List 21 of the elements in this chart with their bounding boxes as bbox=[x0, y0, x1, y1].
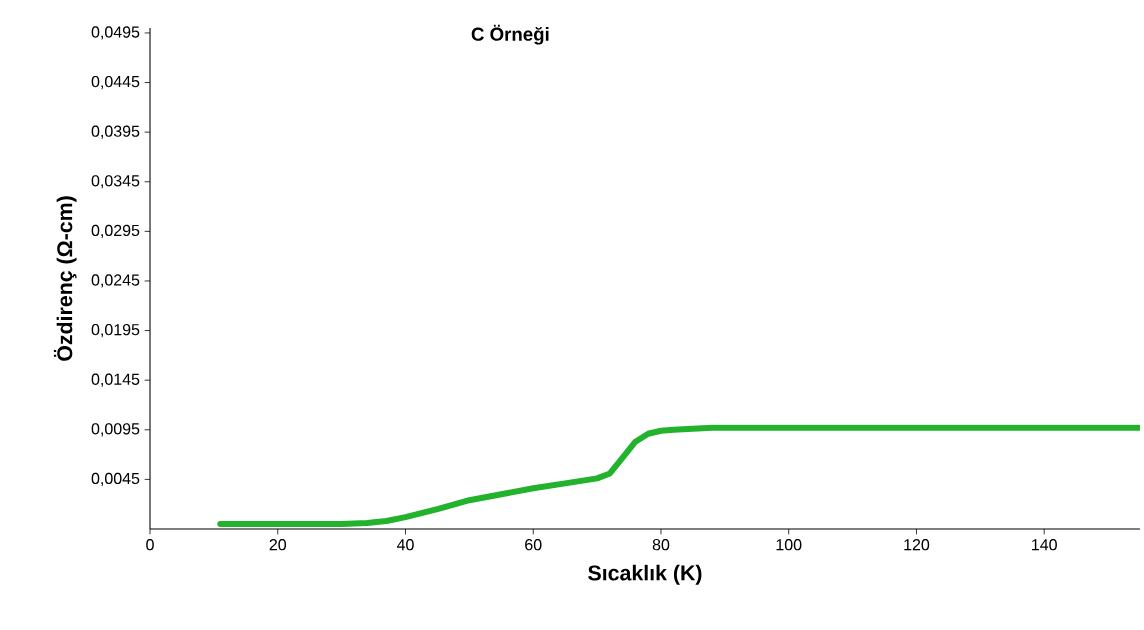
y-tick-label: 0,0195 bbox=[91, 323, 140, 338]
x-axis-title: Sıcaklık (K) bbox=[588, 564, 702, 585]
x-tick-label: 100 bbox=[776, 539, 802, 551]
y-tick-label: 0,0395 bbox=[91, 125, 140, 139]
y-tick-label: 0,0295 bbox=[91, 224, 140, 238]
chart-title: C Örneği bbox=[471, 24, 549, 45]
y-tick-label: 0,0245 bbox=[91, 274, 140, 288]
y-tick-label: 0,0145 bbox=[91, 373, 140, 387]
x-tick-label: 140 bbox=[1032, 539, 1057, 551]
x-tick-label: 60 bbox=[525, 539, 542, 551]
x-tick-label: 40 bbox=[396, 539, 414, 551]
y-tick-label: 0,0095 bbox=[91, 423, 140, 437]
x-tick-label: 120 bbox=[904, 539, 930, 551]
x-tick-label: 20 bbox=[269, 539, 287, 551]
x-tick-label: 80 bbox=[652, 539, 670, 551]
y-tick-label: 0,0345 bbox=[91, 175, 140, 189]
x-tick-label: 0 bbox=[146, 539, 154, 551]
y-axis-title: Özdirenç (Ω-cm) bbox=[53, 196, 77, 361]
y-tick-label: 0,0495 bbox=[91, 26, 140, 40]
y-tick-label: 0,0445 bbox=[91, 75, 140, 90]
y-tick-label: 0,0045 bbox=[91, 472, 140, 486]
